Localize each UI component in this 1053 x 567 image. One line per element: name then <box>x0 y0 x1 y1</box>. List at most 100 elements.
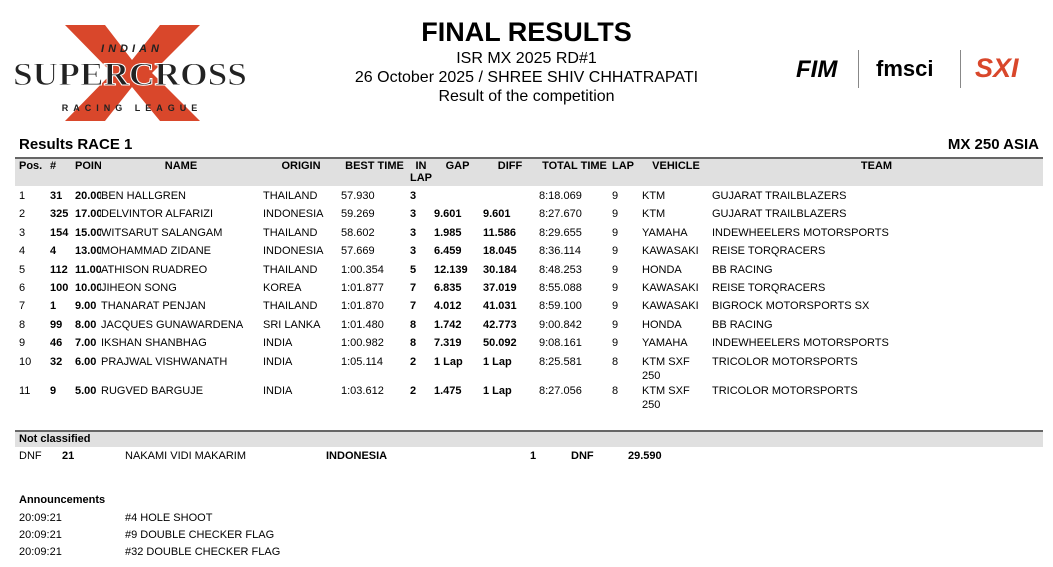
table-cell: 9 <box>612 263 619 276</box>
table-row: 11 9 5.00 RUGVED BARGUJE INDIA 1:03.612 2 1.475… <box>15 383 1043 412</box>
table-cell: 6.00 <box>75 355 97 368</box>
table-cell: KAWASAKI <box>642 245 699 258</box>
section-class: MX 250 ASIA <box>947 136 1039 153</box>
table-cell: THAILAND <box>263 226 318 239</box>
table-cell: WITSARUT SALANGAM <box>101 226 223 239</box>
table-row: 10 32 6.00 PRAJWAL VISHWANATH INDIA 1:05.114 2… <box>15 354 1043 383</box>
table-cell: 9 <box>612 208 619 221</box>
table-cell: KAWASAKI <box>642 300 699 313</box>
table-row: 4 4 13.00 MOHAMMAD ZIDANE INDONESIA 57.669 3 6.… <box>15 243 1043 261</box>
table-cell: KAWASAKI <box>642 281 699 294</box>
divider <box>858 50 859 88</box>
table-cell: 1:05.114 <box>341 355 384 368</box>
table-cell: KOREA <box>263 281 302 294</box>
column-header: POIN <box>75 160 101 172</box>
table-cell: ATHISON RUADREO <box>101 263 208 276</box>
table-cell: 1.475 <box>434 384 462 397</box>
table-cell: 4.012 <box>434 300 462 313</box>
logo: INDIAN SUPERCROSS RACING LEAGUE <box>13 25 247 121</box>
table-cell: 3 <box>410 190 417 202</box>
table-cell: 325 <box>50 208 69 221</box>
table-body: 1 31 20.00 BEN HALLGREN THAILAND 57.930 3 8:18.… <box>15 188 1043 412</box>
table-row: 1 31 20.00 BEN HALLGREN THAILAND 57.930 3 8:18.… <box>15 188 1043 206</box>
table-cell: 46 <box>50 337 63 350</box>
not-classified-cell: 1 <box>530 450 537 462</box>
table-cell: THAILAND <box>263 263 318 276</box>
table-cell: 1:00.982 <box>341 337 384 350</box>
table-cell: TRICOLOR MOTORSPORTS <box>712 355 858 368</box>
table-cell: 12.139 <box>434 263 468 276</box>
table-cell: BB RACING <box>712 263 773 276</box>
column-header: ORIGIN <box>281 160 321 172</box>
column-header: VEHICLE <box>652 160 700 172</box>
table-cell: 8:29.655 <box>539 226 582 239</box>
table-cell: 7 <box>410 281 417 294</box>
table-cell: 2 <box>410 355 417 368</box>
not-classified-cell: DNF <box>19 450 42 462</box>
table-cell: 9 <box>612 318 619 331</box>
table-cell: 112 <box>50 263 68 276</box>
table-cell: THAILAND <box>263 190 318 202</box>
table-cell: 9.00 <box>75 300 97 313</box>
table-cell: 11.586 <box>483 226 517 239</box>
table-cell: INDIA <box>263 355 293 368</box>
table-cell: KTM SXF 250 <box>642 384 690 411</box>
column-header: # <box>50 160 57 172</box>
table-cell: 9.601 <box>434 208 462 221</box>
announcement-time: 20:09:21 <box>19 546 62 558</box>
announcement-time: 20:09:21 <box>19 529 62 541</box>
announcements-title: Announcements <box>19 494 106 506</box>
table-cell: 1.985 <box>434 226 462 239</box>
not-classified-cell: DNF <box>571 450 594 462</box>
table-cell: 7.319 <box>434 337 462 350</box>
table-cell: TRICOLOR MOTORSPORTS <box>712 384 858 397</box>
table-cell: 1:01.480 <box>341 318 384 331</box>
table-cell: 8:59.100 <box>539 300 582 313</box>
table-cell: 31 <box>50 190 63 202</box>
table-cell: 8:36.114 <box>539 245 582 258</box>
table-cell: DELVINTOR ALFARIZI <box>101 208 214 221</box>
table-cell: 1 <box>19 190 26 202</box>
table-cell: BEN HALLGREN <box>101 190 186 202</box>
table-cell: 1 Lap <box>483 384 512 397</box>
table-cell: IKSHAN SHANBHAG <box>101 337 207 350</box>
table-cell: 5 <box>410 263 417 276</box>
table-row: 2 325 17.00 DELVINTOR ALFARIZI INDONESIA 59.2… <box>15 206 1043 224</box>
table-cell: 1 Lap <box>483 355 512 368</box>
partner-logo: fmsci <box>876 56 934 81</box>
table-cell: 8.00 <box>75 318 97 331</box>
announcement-text: #9 DOUBLE CHECKER FLAG <box>125 529 275 541</box>
table-cell: 58.602 <box>341 226 375 239</box>
table-cell: 8 <box>612 384 619 397</box>
table-cell: 50.092 <box>483 337 517 350</box>
table-cell: REISE TORQRACERS <box>712 245 826 258</box>
table-cell: INDEWHEELERS MOTORSPORTS <box>712 337 889 350</box>
not-classified-title: Not classified <box>15 430 1043 447</box>
table-cell: JACQUES GUNAWARDENA <box>101 318 244 331</box>
table-cell: GUJARAT TRAILBLAZERS <box>712 208 847 221</box>
table-cell: 4 <box>19 245 26 258</box>
not-classified-cell: 29.590 <box>628 450 662 462</box>
table-cell: 2 <box>410 384 417 397</box>
table-cell: 32 <box>50 355 63 368</box>
table-row: 3 154 15.00 WITSARUT SALANGAM THAILAND 58.602… <box>15 225 1043 243</box>
table-cell: INDONESIA <box>263 208 324 221</box>
column-header: Pos. <box>19 160 43 172</box>
table-cell: HONDA <box>642 318 682 331</box>
table-cell: JIHEON SONG <box>101 281 177 294</box>
table-cell: KTM <box>642 190 666 202</box>
table-cell: 100 <box>50 281 69 294</box>
table-cell: 1:03.612 <box>341 384 384 397</box>
table-cell: 9.601 <box>483 208 511 221</box>
table-cell: 9 <box>612 337 619 350</box>
section-title: Results RACE 1 <box>19 136 133 153</box>
table-cell: 17.00 <box>75 208 101 221</box>
table-cell: 57.669 <box>341 245 375 258</box>
table-row: 8 99 8.00 JACQUES GUNAWARDENA SRI LANKA 1:01.… <box>15 317 1043 335</box>
table-row: 7 1 9.00 THANARAT PENJAN THAILAND 1:01.870 7 4.… <box>15 298 1043 316</box>
table-cell: 10.00 <box>75 281 101 294</box>
table-cell: SRI LANKA <box>263 318 321 331</box>
table-cell: 3 <box>410 245 417 258</box>
table-cell: INDONESIA <box>263 245 324 258</box>
table-cell: 37.019 <box>483 281 517 294</box>
